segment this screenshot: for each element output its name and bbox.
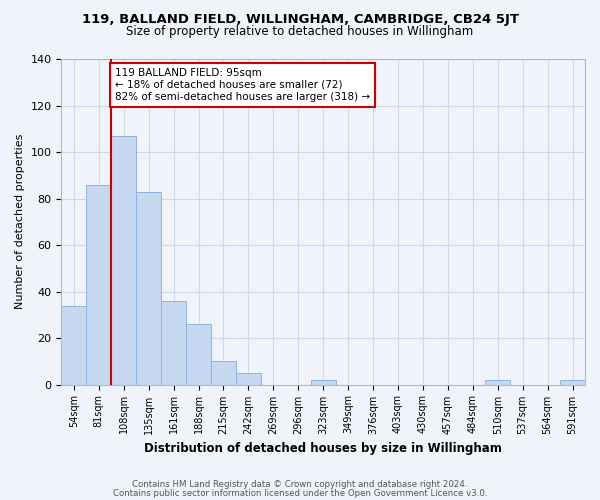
- Bar: [86, 184, 111, 384]
- Bar: [560, 380, 585, 384]
- Bar: [161, 301, 186, 384]
- Bar: [211, 362, 236, 384]
- Text: Size of property relative to detached houses in Willingham: Size of property relative to detached ho…: [127, 25, 473, 38]
- Text: 119 BALLAND FIELD: 95sqm
← 18% of detached houses are smaller (72)
82% of semi-d: 119 BALLAND FIELD: 95sqm ← 18% of detach…: [115, 68, 370, 102]
- Bar: [485, 380, 510, 384]
- Text: Contains HM Land Registry data © Crown copyright and database right 2024.: Contains HM Land Registry data © Crown c…: [132, 480, 468, 489]
- Bar: [186, 324, 211, 384]
- Y-axis label: Number of detached properties: Number of detached properties: [15, 134, 25, 310]
- Text: 119, BALLAND FIELD, WILLINGHAM, CAMBRIDGE, CB24 5JT: 119, BALLAND FIELD, WILLINGHAM, CAMBRIDG…: [82, 12, 518, 26]
- Text: Contains public sector information licensed under the Open Government Licence v3: Contains public sector information licen…: [113, 489, 487, 498]
- Bar: [236, 373, 261, 384]
- Bar: [111, 136, 136, 384]
- Bar: [136, 192, 161, 384]
- Bar: [61, 306, 86, 384]
- Bar: [311, 380, 335, 384]
- X-axis label: Distribution of detached houses by size in Willingham: Distribution of detached houses by size …: [144, 442, 502, 455]
